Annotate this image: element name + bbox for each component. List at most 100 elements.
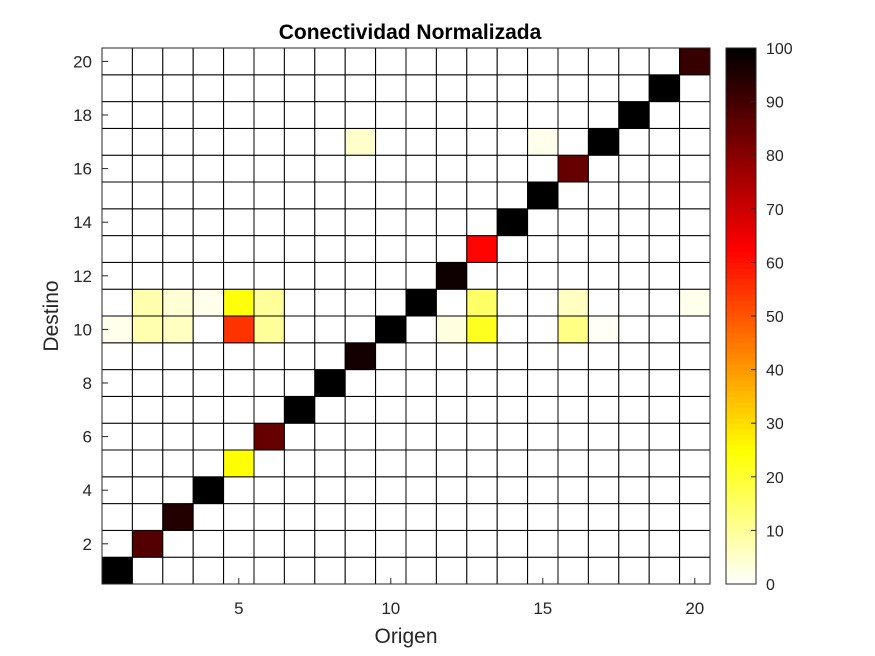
colorbar-segment xyxy=(726,444,756,451)
heatmap-cell xyxy=(618,47,650,76)
heatmap-cell xyxy=(131,556,164,585)
heatmap-cell xyxy=(314,235,346,263)
heatmap-cell xyxy=(162,503,194,531)
heatmap-cell xyxy=(527,47,559,76)
heatmap-cell xyxy=(618,369,650,397)
heatmap-cell xyxy=(314,154,346,183)
heatmap-cell xyxy=(679,369,711,397)
heatmap-cell xyxy=(435,449,468,478)
colorbar-segment xyxy=(726,412,756,419)
heatmap-cell xyxy=(283,261,316,290)
heatmap-cell xyxy=(648,288,681,317)
heatmap-cell xyxy=(131,101,164,129)
colorbar-segment xyxy=(726,498,756,505)
heatmap-cell xyxy=(618,395,650,424)
heatmap-cell xyxy=(496,315,529,344)
heatmap-cell xyxy=(466,422,498,451)
heatmap-cell xyxy=(223,315,255,344)
heatmap-cell xyxy=(253,127,285,156)
heatmap-cell xyxy=(223,529,255,558)
colorbar-segment xyxy=(726,353,756,360)
heatmap-cell xyxy=(375,315,407,344)
heatmap-cell xyxy=(223,369,255,397)
y-tick-label: 8 xyxy=(83,374,92,393)
heatmap-cell xyxy=(375,503,407,531)
colorbar-segment xyxy=(726,417,756,424)
heatmap-cell xyxy=(648,503,681,531)
heatmap-cell xyxy=(314,181,346,210)
heatmap-cell xyxy=(223,395,255,424)
heatmap-cell xyxy=(435,208,468,237)
colorbar-segment xyxy=(726,160,756,167)
colorbar-segment xyxy=(726,385,756,392)
colorbar-segment xyxy=(726,305,756,312)
heatmap-cell xyxy=(587,556,620,585)
y-tick-label: 2 xyxy=(83,535,92,554)
heatmap-cell xyxy=(557,395,589,424)
heatmap-cell xyxy=(131,315,164,344)
colorbar-segment xyxy=(726,551,756,558)
heatmap-cell xyxy=(192,422,225,451)
colorbar-tick-label: 40 xyxy=(766,363,784,380)
heatmap-cell xyxy=(557,101,589,129)
colorbar-segment xyxy=(726,192,756,199)
colorbar-segment xyxy=(726,541,756,548)
heatmap-cell xyxy=(435,503,468,531)
heatmap-cell xyxy=(375,261,407,290)
heatmap-cell xyxy=(283,127,316,156)
heatmap-cell xyxy=(162,369,194,397)
heatmap-cell xyxy=(375,395,407,424)
colorbar-segment xyxy=(726,58,756,65)
y-tick-label: 6 xyxy=(83,428,92,447)
heatmap-cell xyxy=(223,235,255,263)
colorbar-segment xyxy=(726,401,756,408)
heatmap-cell xyxy=(496,422,529,451)
heatmap-cell xyxy=(648,181,681,210)
colorbar-segment xyxy=(726,144,756,151)
y-tick-label: 20 xyxy=(73,52,92,71)
heatmap-cell xyxy=(162,127,194,156)
colorbar-segment xyxy=(726,391,756,397)
heatmap-cell xyxy=(162,208,194,237)
heatmap-cell xyxy=(587,476,620,505)
heatmap-cell xyxy=(587,449,620,478)
heatmap-cell xyxy=(253,101,285,129)
heatmap-cell xyxy=(253,503,285,531)
heatmap-cell xyxy=(192,288,225,317)
heatmap-cell xyxy=(192,395,225,424)
heatmap-cell xyxy=(435,127,468,156)
heatmap-cell xyxy=(375,476,407,505)
heatmap-cell xyxy=(527,74,559,103)
colorbar-segment xyxy=(726,246,756,253)
colorbar-segment xyxy=(726,85,756,92)
colorbar-tick-label: 70 xyxy=(766,202,784,219)
heatmap-cell xyxy=(192,154,225,183)
heatmap-cell xyxy=(131,208,164,237)
colorbar-segment xyxy=(726,364,756,371)
heatmap-cell xyxy=(253,529,285,558)
heatmap-cell xyxy=(314,503,346,531)
colorbar-segment xyxy=(726,214,756,221)
colorbar-segment xyxy=(726,471,756,478)
heatmap-cell xyxy=(192,74,225,103)
heatmap-cell xyxy=(466,181,498,210)
colorbar-segment xyxy=(726,321,756,328)
heatmap-cell xyxy=(466,315,498,344)
heatmap-cell xyxy=(344,395,377,424)
heatmap-cell xyxy=(283,74,316,103)
heatmap-cell xyxy=(587,288,620,317)
heatmap-cell xyxy=(557,47,589,76)
heatmap-cell xyxy=(527,315,559,344)
colorbar-segment xyxy=(726,267,756,274)
heatmap-cell xyxy=(375,154,407,183)
heatmap-cell xyxy=(587,342,620,371)
heatmap-cell xyxy=(496,342,529,371)
colorbar-segment xyxy=(726,503,756,510)
colorbar-segment xyxy=(726,165,756,172)
heatmap-cell xyxy=(283,556,316,585)
heatmap-cell xyxy=(557,288,589,317)
heatmap-cell xyxy=(283,476,316,505)
colorbar-segment xyxy=(726,460,756,467)
heatmap-cell xyxy=(283,208,316,237)
colorbar-segment xyxy=(726,139,756,146)
